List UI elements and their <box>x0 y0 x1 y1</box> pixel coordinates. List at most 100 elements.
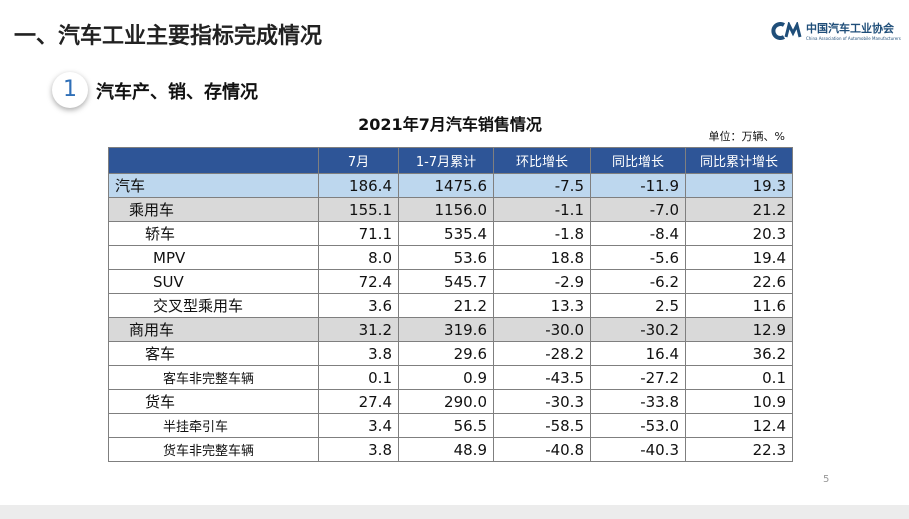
table-row: 货车非完整车辆 3.8 48.9 -40.8 -40.3 22.3 <box>108 437 793 462</box>
table-cell: 16.4 <box>590 341 686 366</box>
table-cell: 71.1 <box>318 221 399 246</box>
page-number: 5 <box>823 474 830 485</box>
logo-icon <box>771 21 802 40</box>
column-header: 环比增长 <box>493 147 591 174</box>
row-label: 客车非完整车辆 <box>108 365 319 390</box>
row-label: 商用车 <box>108 317 319 342</box>
table-row: MPV 8.0 53.6 18.8 -5.6 19.4 <box>108 245 793 270</box>
table-row: 货车 27.4 290.0 -30.3 -33.8 10.9 <box>108 389 793 414</box>
table-cell: 10.9 <box>685 389 793 414</box>
table-cell: -53.0 <box>590 413 686 438</box>
table-cell: 21.2 <box>685 197 793 222</box>
section-number: 1 <box>52 72 88 108</box>
table-cell: 22.3 <box>685 437 793 462</box>
table-cell: 12.9 <box>685 317 793 342</box>
table-cell: 319.6 <box>398 317 494 342</box>
table-cell: 3.4 <box>318 413 399 438</box>
table-cell: 20.3 <box>685 221 793 246</box>
table-cell: -30.3 <box>493 389 591 414</box>
table-cell: -7.5 <box>493 173 591 198</box>
table-cell: -1.8 <box>493 221 591 246</box>
table-cell: 19.3 <box>685 173 793 198</box>
table-cell: 155.1 <box>318 197 399 222</box>
column-header <box>108 147 319 174</box>
table-cell: -40.8 <box>493 437 591 462</box>
table-cell: -30.2 <box>590 317 686 342</box>
table-cell: 53.6 <box>398 245 494 270</box>
section-title: 汽车产、销、存情况 <box>96 82 258 103</box>
table-cell: 21.2 <box>398 293 494 318</box>
table-row: 汽车 186.4 1475.6 -7.5 -11.9 19.3 <box>108 173 793 198</box>
table-cell: -6.2 <box>590 269 686 294</box>
unit-note: 单位：万辆、% <box>708 130 785 143</box>
table-row: 轿车 71.1 535.4 -1.8 -8.4 20.3 <box>108 221 793 246</box>
table-cell: 290.0 <box>398 389 494 414</box>
table-cell: 186.4 <box>318 173 399 198</box>
table-cell: 8.0 <box>318 245 399 270</box>
table-cell: 13.3 <box>493 293 591 318</box>
table-cell: 31.2 <box>318 317 399 342</box>
table-row: SUV 72.4 545.7 -2.9 -6.2 22.6 <box>108 269 793 294</box>
table-cell: 36.2 <box>685 341 793 366</box>
table-cell: 0.1 <box>685 365 793 390</box>
table-cell: 535.4 <box>398 221 494 246</box>
table-cell: 29.6 <box>398 341 494 366</box>
table-cell: -11.9 <box>590 173 686 198</box>
slide-title: 一、汽车工业主要指标完成情况 <box>14 24 323 49</box>
logo-subtitle: China Association of Automobile Manufact… <box>806 36 901 41</box>
row-label: 客车 <box>108 341 319 366</box>
table-cell: 18.8 <box>493 245 591 270</box>
table-cell: 2.5 <box>590 293 686 318</box>
table-cell: -7.0 <box>590 197 686 222</box>
table-cell: 1475.6 <box>398 173 494 198</box>
table-cell: 0.9 <box>398 365 494 390</box>
footer-band <box>0 505 909 519</box>
logo-name: 中国汽车工业协会 <box>806 22 894 35</box>
column-header: 7月 <box>318 147 399 174</box>
table-cell: -1.1 <box>493 197 591 222</box>
row-label: 货车非完整车辆 <box>108 437 319 462</box>
table-cell: 3.8 <box>318 437 399 462</box>
table-cell: 12.4 <box>685 413 793 438</box>
row-label: MPV <box>108 245 319 270</box>
table-cell: 48.9 <box>398 437 494 462</box>
row-label: 乘用车 <box>108 197 319 222</box>
table-cell: -58.5 <box>493 413 591 438</box>
table-cell: 22.6 <box>685 269 793 294</box>
table-cell: 27.4 <box>318 389 399 414</box>
row-label: 半挂牵引车 <box>108 413 319 438</box>
table-cell: -33.8 <box>590 389 686 414</box>
row-label: 汽车 <box>108 173 319 198</box>
table-cell: -5.6 <box>590 245 686 270</box>
table-cell: 72.4 <box>318 269 399 294</box>
table-cell: -43.5 <box>493 365 591 390</box>
table-row: 商用车 31.2 319.6 -30.0 -30.2 12.9 <box>108 317 793 342</box>
sales-table: 7月 1-7月累计 环比增长 同比增长 同比累计增长 汽车 186.4 1475.6 -7.5-… <box>108 147 793 462</box>
row-label: 货车 <box>108 389 319 414</box>
table-cell: 3.6 <box>318 293 399 318</box>
table-cell: 1156.0 <box>398 197 494 222</box>
table-row: 乘用车 155.1 1156.0 -1.1 -7.0 21.2 <box>108 197 793 222</box>
table-cell: -28.2 <box>493 341 591 366</box>
row-label: 轿车 <box>108 221 319 246</box>
table-cell: 545.7 <box>398 269 494 294</box>
column-header: 同比累计增长 <box>685 147 793 174</box>
column-header: 1-7月累计 <box>398 147 494 174</box>
table-cell: -30.0 <box>493 317 591 342</box>
table-cell: -2.9 <box>493 269 591 294</box>
column-header: 同比增长 <box>590 147 686 174</box>
table-row: 交叉型乘用车 3.6 21.2 13.3 2.5 11.6 <box>108 293 793 318</box>
row-label: 交叉型乘用车 <box>108 293 319 318</box>
table-cell: 0.1 <box>318 365 399 390</box>
table-row: 客车 3.8 29.6 -28.2 16.4 36.2 <box>108 341 793 366</box>
table-cell: -8.4 <box>590 221 686 246</box>
logo: 中国汽车工业协会 China Association of Automobile… <box>770 20 901 41</box>
table-row: 客车非完整车辆 0.1 0.9 -43.5 -27.2 0.1 <box>108 365 793 390</box>
row-label: SUV <box>108 269 319 294</box>
table-cell: 19.4 <box>685 245 793 270</box>
table-row: 半挂牵引车 3.4 56.5 -58.5 -53.0 12.4 <box>108 413 793 438</box>
table-cell: 56.5 <box>398 413 494 438</box>
table-cell: 11.6 <box>685 293 793 318</box>
table-cell: -40.3 <box>590 437 686 462</box>
